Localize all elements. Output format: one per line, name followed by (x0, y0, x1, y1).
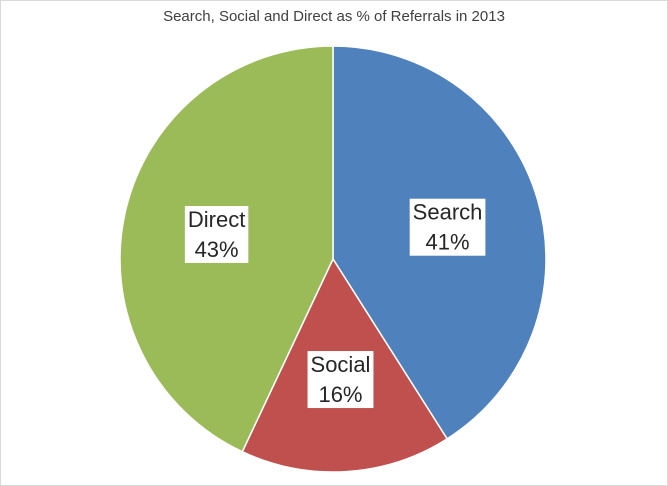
data-label-value-social: 16% (318, 382, 362, 407)
data-label-direct: Direct 43% (184, 205, 249, 263)
data-label-category-search: Search (413, 200, 483, 225)
data-label-social: Social 16% (307, 351, 374, 409)
data-label-category-direct: Direct (188, 207, 245, 232)
chart-title: Search, Social and Direct as % of Referr… (163, 8, 505, 25)
data-label-category-social: Social (311, 352, 371, 377)
data-label-value-search: 41% (426, 230, 470, 255)
data-label-value-direct: 43% (195, 237, 239, 262)
data-label-search: Search 41% (409, 198, 486, 256)
